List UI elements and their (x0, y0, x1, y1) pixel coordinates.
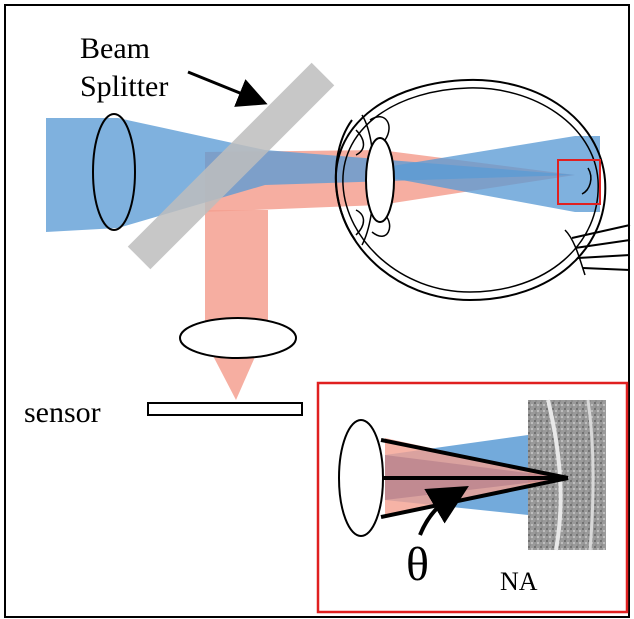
sensor-lens (179, 317, 297, 359)
inset-panel: θ NA (316, 381, 629, 614)
beam-splitter (127, 62, 335, 270)
front-lens (92, 113, 136, 231)
na-label: NA (500, 567, 538, 596)
beam-splitter-label-line2: Splitter (80, 70, 168, 103)
figure-border (4, 4, 630, 618)
eye-illustration (334, 78, 631, 302)
sensor-bar (147, 402, 303, 416)
theta-angle-arrow (418, 485, 469, 536)
theta-label: θ (406, 538, 429, 591)
beam-splitter-arrow (187, 70, 268, 107)
illumination-beam-retina (380, 136, 600, 212)
beam-splitter-label-line1: Beam (80, 32, 150, 65)
return-beam-vertical (205, 210, 268, 330)
retina-highlight-box (557, 159, 601, 205)
return-beam-focus (210, 350, 258, 400)
inset-lens (338, 419, 384, 537)
sensor-label: sensor (24, 396, 101, 429)
